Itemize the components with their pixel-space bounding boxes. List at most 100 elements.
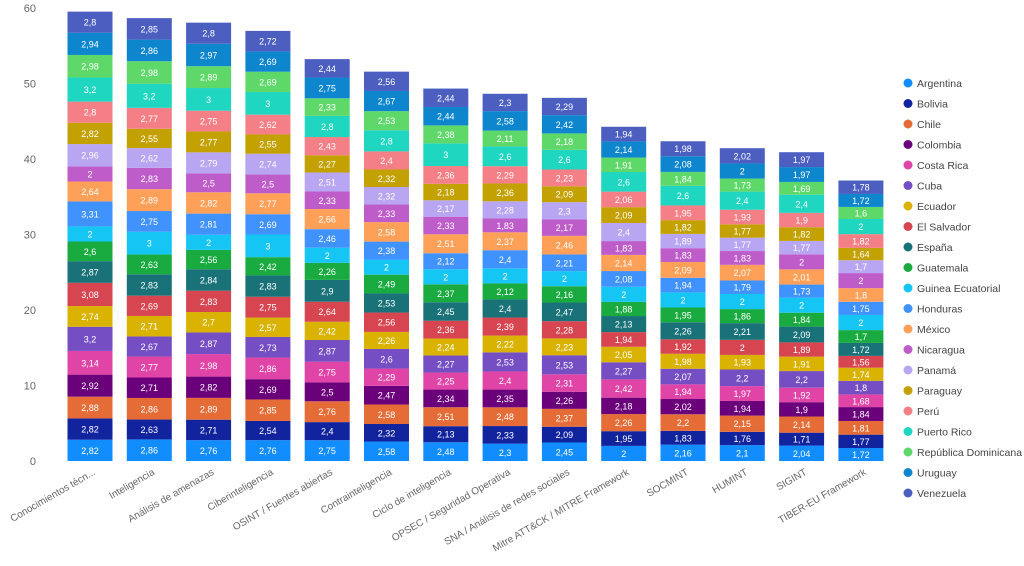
- bar-segment[interactable]: [660, 292, 706, 308]
- bar-segment[interactable]: [304, 301, 350, 322]
- bar-segment[interactable]: [364, 404, 409, 425]
- bar-segment[interactable]: [67, 326, 113, 351]
- bar-segment[interactable]: [126, 167, 172, 190]
- bar-segment[interactable]: [67, 201, 113, 227]
- bar-segment[interactable]: [601, 271, 647, 287]
- bar-segment[interactable]: [186, 131, 232, 153]
- bar-segment[interactable]: [482, 407, 528, 427]
- bar-segment[interactable]: [482, 218, 528, 233]
- bar-segment[interactable]: [779, 227, 825, 241]
- bar-segment[interactable]: [423, 143, 469, 167]
- bar-segment[interactable]: [126, 254, 172, 275]
- bar-segment[interactable]: [67, 32, 113, 55]
- bar-segment[interactable]: [364, 385, 409, 405]
- bar-segment[interactable]: [364, 293, 409, 313]
- bar-segment[interactable]: [482, 317, 528, 336]
- bar-segment[interactable]: [304, 98, 350, 116]
- bar-segment[interactable]: [660, 248, 706, 262]
- bar-segment[interactable]: [482, 268, 528, 284]
- bar-segment[interactable]: [719, 445, 765, 461]
- bar-segment[interactable]: [779, 212, 825, 228]
- legend-item[interactable]: República Dominicana: [903, 447, 1023, 459]
- bar-segment[interactable]: [245, 257, 291, 276]
- bar-segment[interactable]: [364, 274, 409, 294]
- bar-segment[interactable]: [126, 419, 172, 440]
- bar-segment[interactable]: [719, 224, 765, 238]
- bar-segment[interactable]: [779, 240, 825, 255]
- bar-segment[interactable]: [423, 234, 469, 254]
- bar-segment[interactable]: [245, 379, 291, 400]
- bar-segment[interactable]: [186, 213, 232, 235]
- bar-segment[interactable]: [719, 415, 765, 432]
- bar-segment[interactable]: [541, 115, 587, 134]
- bar-segment[interactable]: [719, 280, 765, 294]
- bar-segment[interactable]: [601, 346, 647, 363]
- bar-segment[interactable]: [838, 288, 884, 302]
- bar-segment[interactable]: [601, 379, 647, 398]
- bar-segment[interactable]: [838, 314, 884, 331]
- bar-segment[interactable]: [126, 128, 172, 149]
- bar-segment[interactable]: [67, 144, 113, 167]
- bar-segment[interactable]: [838, 342, 884, 356]
- bar-segment[interactable]: [364, 222, 409, 242]
- bar-segment[interactable]: [601, 445, 647, 461]
- bar-segment[interactable]: [186, 376, 232, 398]
- bar-segment[interactable]: [719, 293, 765, 310]
- bar-segment[interactable]: [719, 323, 765, 340]
- bar-segment[interactable]: [126, 107, 172, 129]
- bar-segment[interactable]: [186, 88, 232, 111]
- bar-segment[interactable]: [126, 231, 172, 255]
- bar-segment[interactable]: [423, 106, 469, 126]
- bar-segment[interactable]: [423, 183, 469, 201]
- bar-segment[interactable]: [779, 181, 825, 195]
- bar-segment[interactable]: [186, 234, 232, 250]
- bar-segment[interactable]: [719, 209, 765, 225]
- bar-segment[interactable]: [245, 357, 291, 380]
- bar-segment[interactable]: [364, 441, 409, 461]
- bar-segment[interactable]: [541, 355, 587, 375]
- bar-segment[interactable]: [660, 277, 706, 293]
- bar-segment[interactable]: [304, 440, 350, 461]
- bar-segment[interactable]: [482, 166, 528, 184]
- bar-segment[interactable]: [601, 171, 647, 192]
- legend-item[interactable]: Argentina: [903, 78, 963, 90]
- bar-segment[interactable]: [304, 262, 350, 280]
- bar-segment[interactable]: [660, 141, 706, 157]
- bar-segment[interactable]: [245, 92, 291, 115]
- bar-segment[interactable]: [779, 269, 825, 285]
- bar-segment[interactable]: [779, 402, 825, 417]
- bar-segment[interactable]: [838, 367, 884, 381]
- bar-segment[interactable]: [541, 254, 587, 272]
- bar-segment[interactable]: [660, 261, 706, 278]
- bar-segment[interactable]: [67, 282, 113, 307]
- bar-segment[interactable]: [541, 149, 587, 170]
- bar-segment[interactable]: [364, 241, 409, 260]
- bar-segment[interactable]: [719, 237, 765, 252]
- bar-segment[interactable]: [601, 157, 647, 172]
- bar-segment[interactable]: [67, 374, 113, 397]
- bar-segment[interactable]: [67, 306, 113, 327]
- bar-segment[interactable]: [245, 440, 291, 461]
- bar-segment[interactable]: [601, 241, 647, 255]
- bar-segment[interactable]: [423, 355, 469, 373]
- legend-item[interactable]: Panamá: [903, 365, 957, 377]
- bar-segment[interactable]: [126, 295, 172, 316]
- bar-segment[interactable]: [601, 126, 647, 142]
- bar-segment[interactable]: [601, 222, 647, 242]
- legend-item[interactable]: España: [903, 242, 953, 254]
- bar-segment[interactable]: [126, 39, 172, 62]
- bar-segment[interactable]: [423, 216, 469, 235]
- bar-segment[interactable]: [304, 137, 350, 156]
- bar-segment[interactable]: [245, 193, 291, 215]
- bar-segment[interactable]: [838, 448, 884, 461]
- bar-segment[interactable]: [779, 432, 825, 446]
- bar-segment[interactable]: [660, 430, 706, 445]
- legend-item[interactable]: Nicaragua: [903, 345, 966, 357]
- bar-segment[interactable]: [482, 201, 528, 219]
- bar-segment[interactable]: [482, 426, 528, 444]
- bar-segment[interactable]: [660, 353, 706, 369]
- bar-segment[interactable]: [601, 414, 647, 432]
- bar-segment[interactable]: [245, 336, 291, 358]
- bar-segment[interactable]: [601, 362, 647, 380]
- bar-segment[interactable]: [423, 284, 469, 303]
